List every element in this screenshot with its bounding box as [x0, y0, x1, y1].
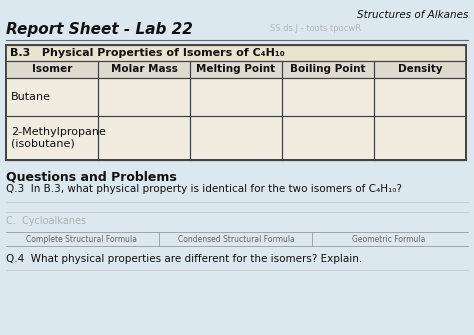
Text: Complete Structural Formula: Complete Structural Formula	[27, 234, 137, 244]
Text: Density: Density	[398, 65, 442, 74]
Bar	[6, 45, 466, 160]
Text: C.  Cycloalkanes: C. Cycloalkanes	[6, 216, 86, 226]
Bar	[6, 45, 466, 61]
Text: SS.ds.J - toots tpocwR: SS.ds.J - toots tpocwR	[270, 24, 361, 33]
Bar	[6, 45, 466, 160]
Text: Melting Point: Melting Point	[196, 65, 275, 74]
Text: Condensed Structural Formula: Condensed Structural Formula	[178, 234, 294, 244]
Text: Butane: Butane	[11, 92, 51, 102]
Text: B.3   Physical Properties of Isomers of C₄H₁₀: B.3 Physical Properties of Isomers of C₄…	[10, 48, 285, 58]
Text: Boiling Point: Boiling Point	[290, 65, 366, 74]
Text: Q.3  In B.3, what physical property is identical for the two isomers of C₄H₁₀?: Q.3 In B.3, what physical property is id…	[6, 184, 402, 194]
Text: Structures of Alkanes: Structures of Alkanes	[356, 10, 468, 20]
Text: Questions and Problems: Questions and Problems	[6, 170, 177, 183]
Text: 2-Methylpropane
(isobutane): 2-Methylpropane (isobutane)	[11, 127, 106, 149]
Bar	[6, 61, 466, 78]
Text: Isomer: Isomer	[32, 65, 72, 74]
Text: Report Sheet - Lab 22: Report Sheet - Lab 22	[6, 22, 193, 37]
Text: Geometric Formula: Geometric Formula	[352, 234, 426, 244]
Text: Molar Mass: Molar Mass	[110, 65, 177, 74]
Text: Q.4  What physical properties are different for the isomers? Explain.: Q.4 What physical properties are differe…	[6, 254, 362, 264]
